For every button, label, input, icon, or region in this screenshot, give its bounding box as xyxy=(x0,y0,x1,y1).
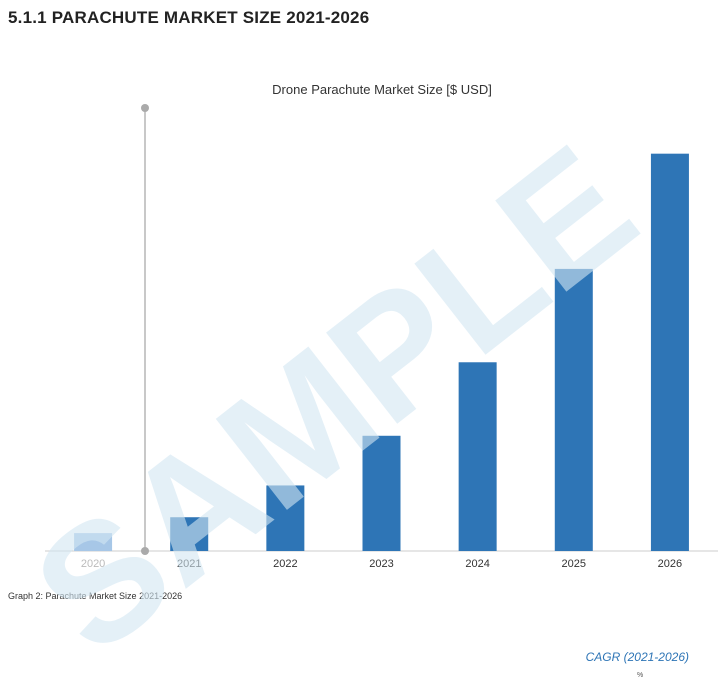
bar-2020 xyxy=(74,533,113,551)
year-marker-bottom-handle[interactable] xyxy=(141,547,149,555)
year-marker[interactable] xyxy=(141,104,149,555)
year-marker-top-handle[interactable] xyxy=(141,104,149,112)
bar-2026 xyxy=(650,153,689,551)
x-tick-label-2022: 2022 xyxy=(273,558,297,570)
x-tick-label-2026: 2026 xyxy=(658,558,682,570)
bars-group xyxy=(74,153,689,551)
x-tick-label-2021: 2021 xyxy=(177,558,201,570)
bar-2025 xyxy=(554,268,593,551)
x-tick-label-2025: 2025 xyxy=(562,558,586,570)
chart-title: Drone Parachute Market Size [$ USD] xyxy=(272,82,492,97)
cagr-label: CAGR (2021-2026) xyxy=(585,650,689,664)
figure-caption: Graph 2: Parachute Market Size 2021-2026 xyxy=(8,591,183,601)
bar-2022 xyxy=(266,485,305,551)
bar-chart: Drone Parachute Market Size [$ USD] 2020… xyxy=(45,82,718,570)
bar-2021 xyxy=(170,517,209,551)
cagr-value: % xyxy=(637,672,644,679)
tick-labels-group: 2020 2021 2022 2023 2024 2025 2026 xyxy=(81,558,682,570)
x-tick-label-2020: 2020 xyxy=(81,558,105,570)
section-heading: 5.1.1 PARACHUTE MARKET SIZE 2021-2026 xyxy=(8,8,370,27)
bar-2024 xyxy=(458,362,497,551)
x-tick-label-2024: 2024 xyxy=(465,558,489,570)
x-tick-label-2023: 2023 xyxy=(369,558,393,570)
bar-2023 xyxy=(362,435,401,551)
